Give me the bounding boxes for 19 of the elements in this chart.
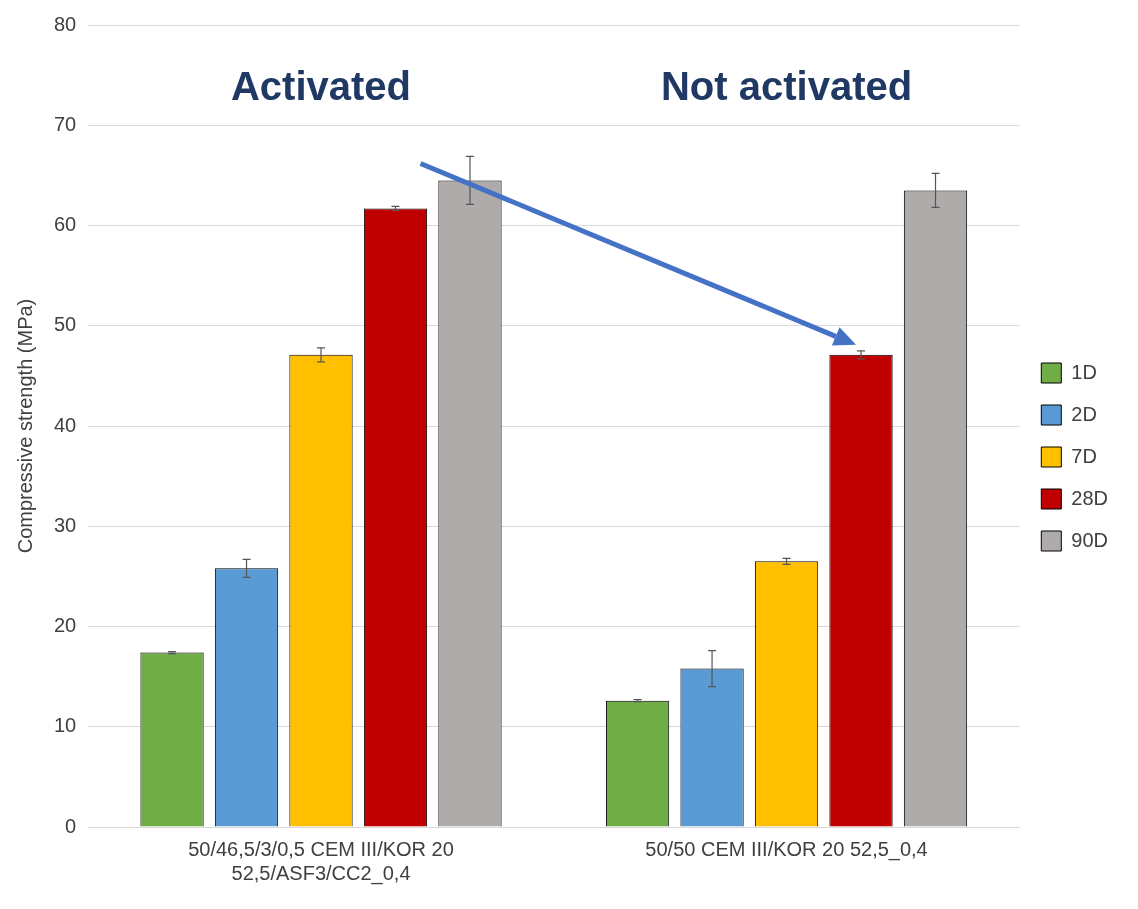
- y-tick-label: 20: [54, 614, 77, 637]
- y-tick-label: 40: [54, 413, 77, 436]
- legend-label: 2D: [1071, 402, 1097, 425]
- annotation: Not activated: [660, 64, 913, 109]
- legend-label: 7D: [1071, 444, 1097, 467]
- annotation: Activated: [230, 64, 412, 109]
- y-tick-label: 0: [65, 814, 77, 837]
- y-tick-label: 60: [54, 213, 77, 236]
- y-tick-label: 80: [54, 12, 77, 35]
- x-tick-label: 50/50 CEM III/KOR 20 52,5_0,4: [645, 837, 928, 861]
- y-tick-label: 30: [54, 513, 77, 536]
- y-tick-label: 70: [54, 112, 77, 135]
- x-tick-label: 50/46,5/3/0,5 CEM III/KOR 20 52,5/ASF3/CC2_0,4: [188, 837, 454, 885]
- y-tick-label: 10: [54, 714, 77, 737]
- y-tick-label: 50: [54, 313, 77, 336]
- legend-label: 28D: [1071, 486, 1109, 509]
- legend-label: 90D: [1071, 528, 1109, 551]
- y-axis-title: Compressive strength (MPa): [13, 298, 36, 554]
- legend-label: 1D: [1071, 360, 1097, 383]
